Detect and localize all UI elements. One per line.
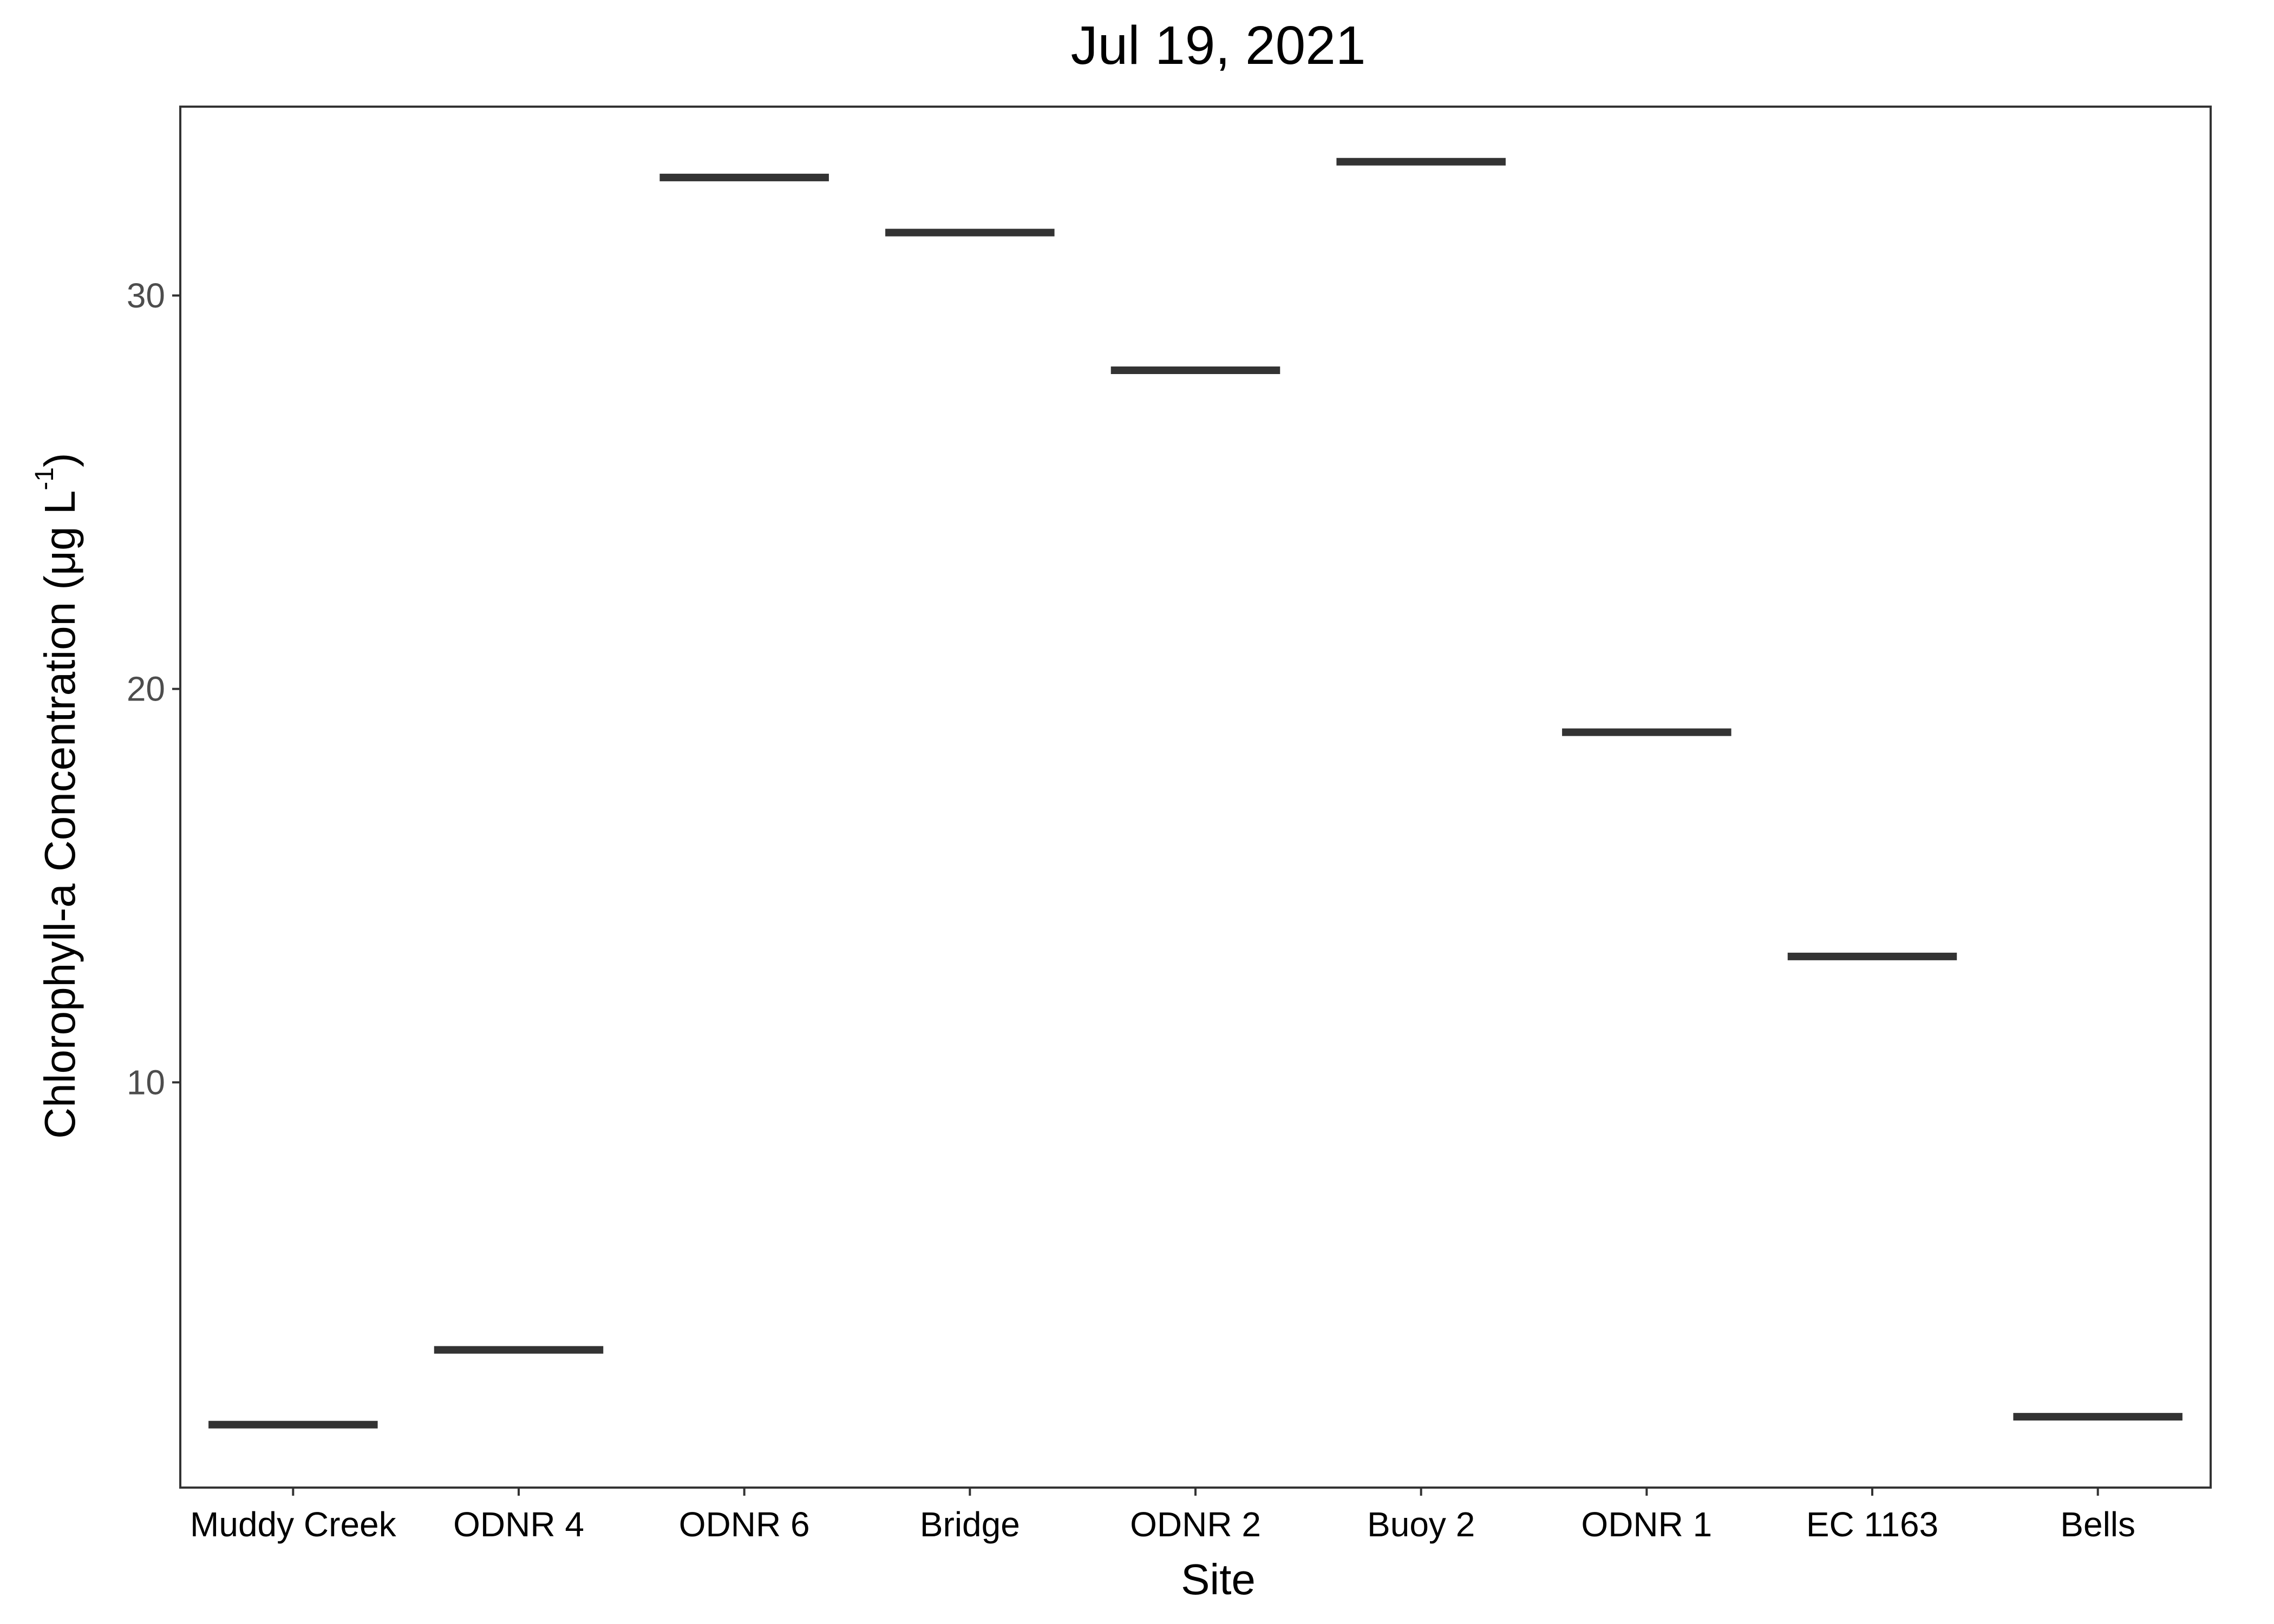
x-tick-label: Buoy 2 <box>1367 1505 1475 1544</box>
x-tick-label: ODNR 4 <box>453 1505 584 1544</box>
x-tick-label: ODNR 2 <box>1130 1505 1261 1544</box>
y-axis-title-main: Chlorophyll-a Concentration (μg L <box>36 490 84 1139</box>
x-tick-label: ODNR 6 <box>679 1505 810 1544</box>
y-axis-title-close: ) <box>36 453 84 467</box>
y-tick-label: 10 <box>127 1063 165 1102</box>
x-tick-label: ODNR 1 <box>1581 1505 1712 1544</box>
x-axis-title: Site <box>1181 1555 1256 1603</box>
y-tick-label: 30 <box>127 276 165 315</box>
x-axis: Muddy Creek ODNR 4 ODNR 6 Bridge ODNR 2 Buoy … <box>190 1488 2135 1544</box>
plot-panel-border <box>179 106 2212 1489</box>
y-axis-title-superscript: -1 <box>30 467 59 490</box>
x-tick-label: Bridge <box>920 1505 1020 1544</box>
x-tick-label: Bells <box>2060 1505 2135 1544</box>
y-axis: 10 20 30 <box>127 276 180 1102</box>
y-tick-label: 20 <box>127 670 165 709</box>
chart-title: Jul 19, 2021 <box>1071 15 1366 76</box>
y-axis-title: Chlorophyll-a Concentration (μg L-1) <box>30 453 84 1138</box>
x-tick-label: EC 1163 <box>1806 1505 1938 1544</box>
data-marks <box>208 158 2182 1429</box>
x-tick-label: Muddy Creek <box>190 1505 397 1544</box>
